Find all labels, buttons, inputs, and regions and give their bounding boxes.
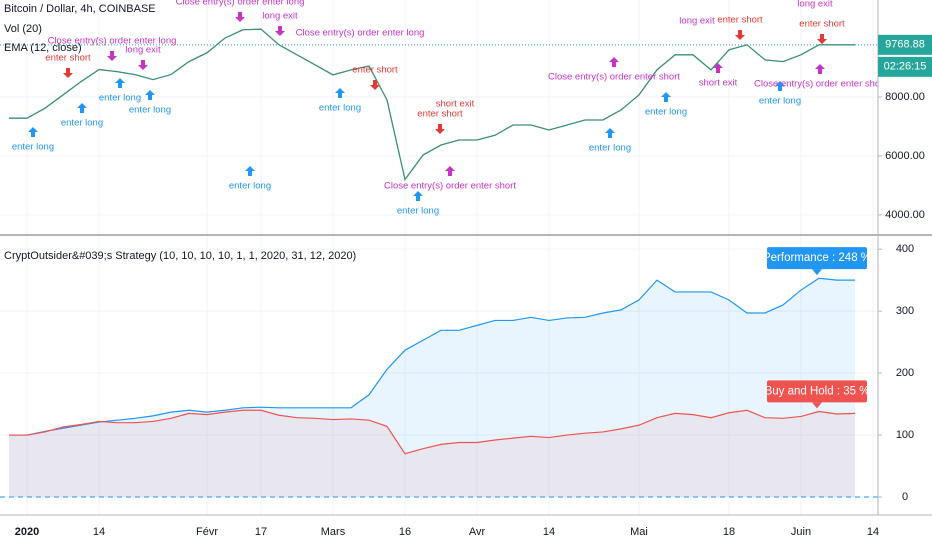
trade-label: enter long xyxy=(759,96,801,107)
trade-label: short exit xyxy=(699,78,738,89)
area-fill xyxy=(9,278,855,498)
indicator-label: Vol (20) xyxy=(4,23,42,35)
right-axis-bg xyxy=(878,0,932,550)
trade-label: enter short xyxy=(417,109,463,120)
trade-arrow xyxy=(275,26,285,36)
countdown-tag xyxy=(878,56,932,77)
countdown-label: 02:26:15 xyxy=(884,61,927,73)
trade-arrow xyxy=(235,12,245,22)
trade-label: Close entry(s) order enter long xyxy=(48,36,177,47)
trade-arrow xyxy=(245,166,255,176)
trade-label: Close entry(s) order enter long xyxy=(296,28,425,39)
trade-label: short exit xyxy=(436,99,475,110)
trade-label: enter long xyxy=(645,107,687,118)
trade-arrow xyxy=(335,88,345,98)
trade-arrow xyxy=(775,81,785,91)
trade-arrow xyxy=(138,60,148,70)
plot: Performance : 248 % Buy and Hold : 35 % en… xyxy=(0,0,886,498)
trade-arrow xyxy=(370,80,380,90)
trade-label: enter short xyxy=(799,19,845,30)
y-tick-label: 6000.00 xyxy=(885,150,925,162)
trade-label: long exit xyxy=(262,11,298,22)
equity-line xyxy=(9,409,856,455)
y-tick-label: 8000.00 xyxy=(885,91,925,103)
trade-label: long exit xyxy=(797,0,833,10)
trade-label: enter long xyxy=(129,105,171,116)
price-tag-label: 9768.88 xyxy=(885,39,925,51)
x-tick-label: 17 xyxy=(255,526,267,538)
trade-arrow xyxy=(445,166,455,176)
trade-label: enter short xyxy=(352,65,398,76)
trade-arrow xyxy=(107,51,117,61)
y-tick-label: 400 xyxy=(896,243,914,255)
x-tick-label: 14 xyxy=(93,526,105,538)
trade-arrow xyxy=(735,30,745,40)
trade-arrow xyxy=(413,191,423,201)
price-line xyxy=(9,28,855,182)
y-tick-label: 300 xyxy=(896,305,914,317)
x-tick-label: Mars xyxy=(321,526,346,538)
trade-arrow xyxy=(28,127,38,137)
x-tick-label: Mai xyxy=(630,526,648,538)
x-tick-label: Févr xyxy=(196,526,218,538)
trade-arrow xyxy=(77,103,87,113)
x-tick-label: 14 xyxy=(867,526,879,538)
area-fill xyxy=(9,410,855,498)
y-tick-label: 200 xyxy=(896,367,914,379)
trade-arrow xyxy=(713,63,723,73)
legend-label: Buy and Hold : 35 % xyxy=(765,385,870,397)
trade-label: enter long xyxy=(12,142,54,153)
x-tick-label: 2020 xyxy=(15,526,39,538)
indicator-label: EMA (12, close) xyxy=(4,42,82,54)
trade-label: Close entry(s) order enter long xyxy=(176,0,305,8)
trade-label: Close entry(s) order enter short xyxy=(754,79,886,90)
trade-label: Close entry(s) order enter short xyxy=(384,181,516,192)
x-tick-label: Avr xyxy=(469,526,486,538)
trade-label: enter short xyxy=(717,15,763,26)
trade-label: enter short xyxy=(45,53,91,64)
trade-label: enter long xyxy=(99,93,141,104)
trade-label: enter long xyxy=(589,143,631,154)
trade-arrow xyxy=(115,78,125,88)
legend-label: Performance : 248 % xyxy=(763,252,871,264)
y-tick-label: 100 xyxy=(896,429,914,441)
strategy-title: CryptOutsider&#039;s Strategy (10, 10, 1… xyxy=(4,250,356,262)
x-tick-label: 16 xyxy=(399,526,411,538)
trade-label: Close entry(s) order enter short xyxy=(548,72,680,83)
trade-label: long exit xyxy=(125,45,161,56)
price-tag xyxy=(878,34,932,55)
y-tick-label: 0 xyxy=(902,491,908,503)
trade-arrow xyxy=(661,92,671,102)
trade-arrow xyxy=(605,128,615,138)
trade-arrow xyxy=(609,57,619,67)
trade-label: long exit xyxy=(679,16,715,27)
legend-box xyxy=(767,380,867,403)
equity-line xyxy=(9,277,855,436)
trade-arrow xyxy=(815,64,825,74)
axes: 2020 14 Févr 17 Mars 16 Avr 14 Mai 18 Juin 14 4000.0… xyxy=(15,34,932,538)
x-tick-label: 18 xyxy=(723,526,735,538)
trade-label: enter long xyxy=(61,118,103,129)
y-tick-label: 4000.00 xyxy=(885,209,925,221)
trade-arrow xyxy=(817,34,827,44)
chart-title: Bitcoin / Dollar, 4h, COINBASE xyxy=(4,3,156,15)
legend-pointer xyxy=(812,402,822,409)
legend-pointer xyxy=(812,269,822,276)
trade-label: enter long xyxy=(229,181,271,192)
x-tick-label: Juin xyxy=(791,526,811,538)
trade-label: enter long xyxy=(397,206,439,217)
trade-label: enter long xyxy=(319,103,361,114)
x-tick-label: 14 xyxy=(543,526,555,538)
trade-arrow xyxy=(435,124,445,134)
legend-box xyxy=(767,247,867,270)
trade-arrow xyxy=(63,68,73,78)
trade-arrow xyxy=(145,90,155,100)
